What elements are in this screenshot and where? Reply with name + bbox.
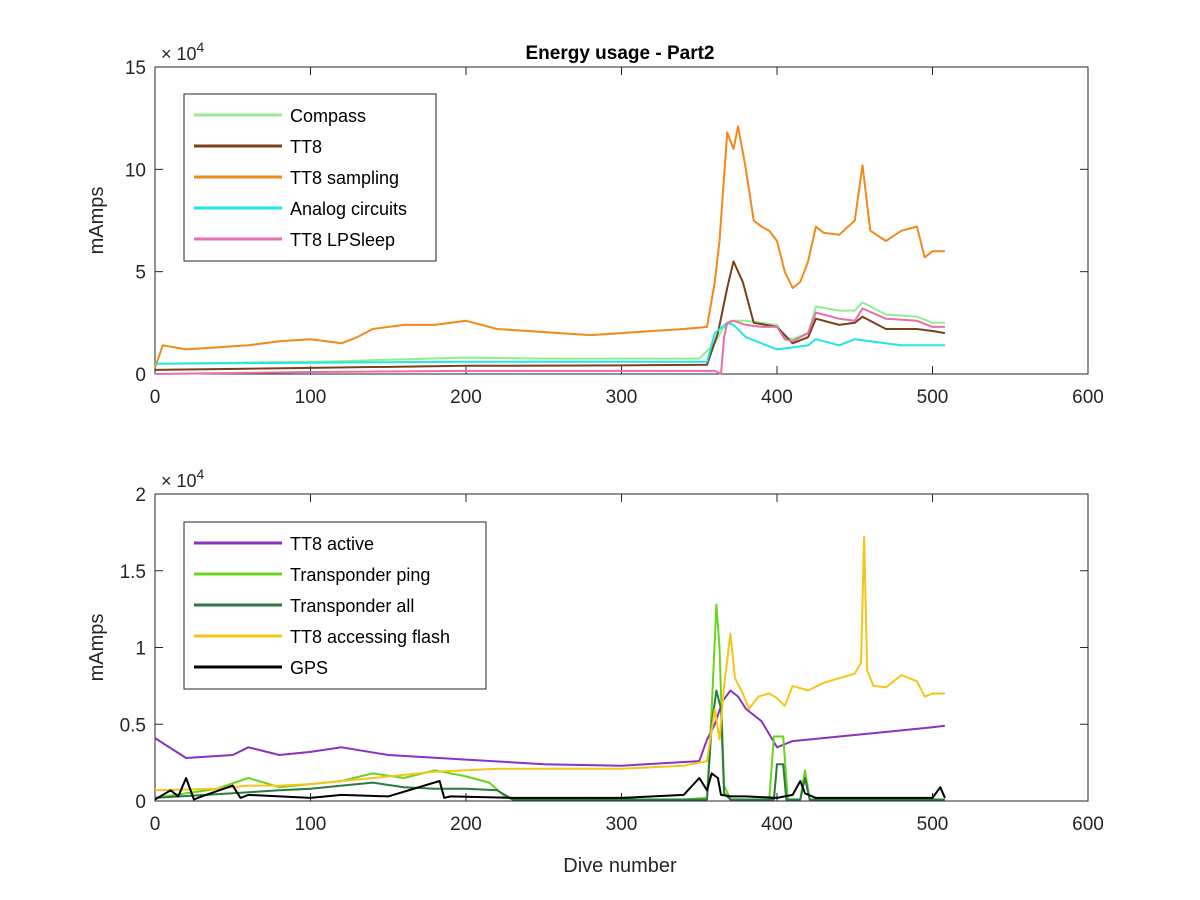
x-tick-label: 600 [1072, 387, 1104, 408]
x-tick-label: 100 [295, 814, 327, 835]
x-tick-label: 0 [150, 814, 161, 835]
x-tick-label: 0 [150, 387, 161, 408]
legend-label: TT8 LPSleep [290, 230, 395, 250]
x-tick-label: 200 [450, 387, 482, 408]
legend-label: TT8 active [290, 534, 374, 554]
legend: TT8 active Transponder ping Transponder al… [183, 521, 487, 690]
x-tick-label: 400 [761, 387, 793, 408]
y-tick-label: 0.5 [120, 715, 146, 736]
legend-label: Compass [290, 106, 366, 126]
legend-label: TT8 accessing flash [290, 627, 450, 647]
chart-top: 0 100 200 300 400 500 600 0 5 10 15 × 104 mAmps Compa… [86, 39, 1104, 408]
legend-label: TT8 [290, 137, 322, 157]
x-tick-label: 500 [917, 387, 949, 408]
legend-label: Transponder ping [290, 565, 430, 585]
series-line-tt8-active [154, 689, 946, 767]
x-tick-label: 600 [1072, 814, 1104, 835]
y-tick-label: 15 [125, 58, 146, 79]
x-tick-label: 300 [606, 387, 638, 408]
y-exponent-label: × 104 [161, 39, 205, 64]
legend-label: Transponder all [290, 596, 414, 616]
series-line-tt8-sampling [154, 125, 945, 369]
y-exponent-label: × 104 [161, 466, 205, 491]
y-axis-label: mAmps [86, 187, 108, 255]
x-tick-label: 300 [606, 814, 638, 835]
y-tick-label: 10 [125, 160, 146, 181]
series-line-transponder-all [154, 689, 945, 801]
y-tick-label: 1 [135, 639, 146, 660]
y-tick-label: 5 [135, 263, 146, 284]
legend-label: TT8 sampling [290, 168, 399, 188]
x-tick-label: 500 [917, 814, 949, 835]
figure-title: Energy usage - Part2 [525, 43, 714, 64]
series-line-tt8-lpsleep [154, 307, 945, 375]
series-line-analog-circuits [154, 321, 945, 365]
legend-label: GPS [290, 658, 328, 678]
y-tick-label: 2 [135, 485, 146, 506]
legend-label: Analog circuits [290, 199, 407, 219]
x-tick-label: 100 [295, 387, 327, 408]
series-line-tt8-accessing-flash [154, 536, 945, 792]
y-tick-label: 1.5 [120, 562, 146, 583]
legend: Compass TT8 TT8 sampling Analog circuits TT8… [183, 93, 437, 262]
chart-bottom: 0 100 200 300 400 500 600 0 0.5 1 1.5 2 × 104 mAmps TT… [86, 466, 1104, 835]
y-tick-label: 0 [135, 792, 146, 813]
x-tick-label: 400 [761, 814, 793, 835]
y-tick-label: 0 [135, 365, 146, 386]
x-tick-label: 200 [450, 814, 482, 835]
y-axis-label: mAmps [86, 614, 108, 682]
series-line-gps [154, 772, 946, 801]
figure-xlabel: Dive number [563, 855, 677, 877]
